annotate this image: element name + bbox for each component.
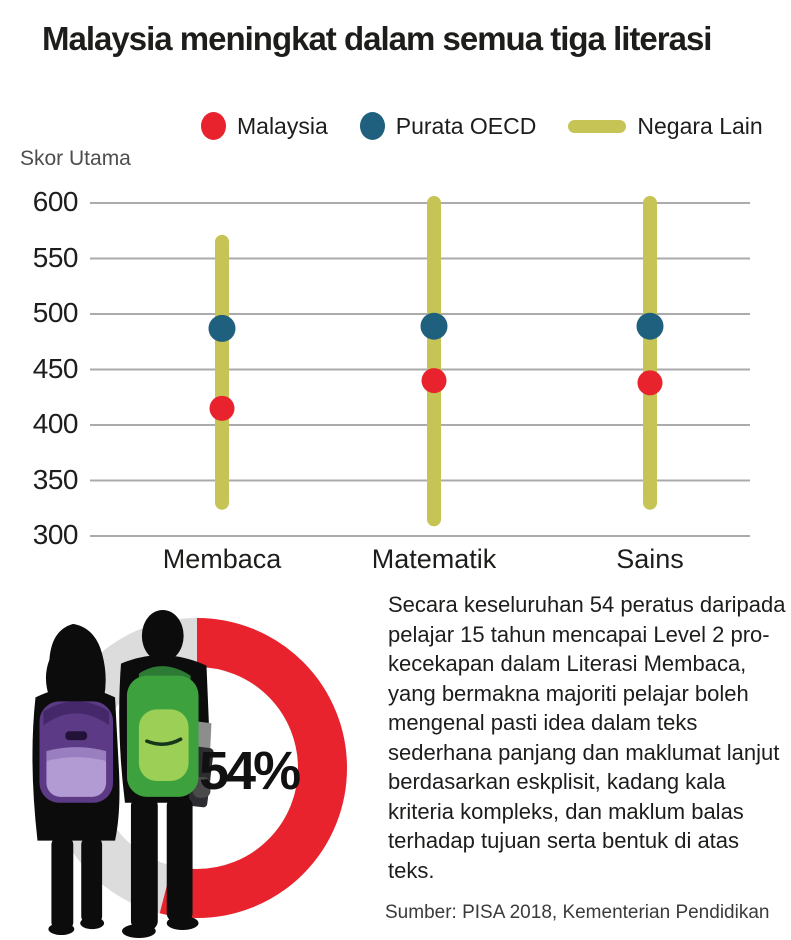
- category-label-sains: Sains: [616, 544, 684, 574]
- legend-label: Negara Lain: [637, 112, 763, 139]
- y-tick-label: 350: [32, 463, 79, 495]
- purple-backpack: [39, 701, 114, 803]
- legend-label: Malaysia: [237, 112, 328, 139]
- y-tick-label: 400: [32, 408, 79, 439]
- source-text: Sumber: PISA 2018, Kementerian Pendidika…: [385, 902, 770, 923]
- chart-legend: Malaysia Purata OECD Negara Lain: [201, 112, 763, 140]
- oecd-dot-icon: [359, 112, 385, 140]
- dot-purata-oecd-sains: [636, 312, 664, 340]
- category-label-membaca: Membaca: [162, 544, 282, 574]
- legend-label: Purata OECD: [395, 112, 537, 139]
- chart-title: Malaysia meningkat dalam semua tiga lite…: [42, 20, 712, 57]
- range-bar-icon: [568, 119, 627, 133]
- donut-value-arc: [47, 618, 347, 918]
- y-tick-label: 550: [32, 241, 79, 273]
- dot-malaysia-sains: [637, 370, 663, 396]
- legend-item-malaysia: Malaysia: [201, 112, 328, 140]
- malaysia-dot-icon: [201, 112, 226, 140]
- dot-purata-oecd-matematik: [420, 312, 448, 340]
- legend-item-negara-lain: Negara Lain: [568, 112, 763, 140]
- dot-purata-oecd-membaca: [208, 314, 236, 342]
- description-text: Secara keseluruhan 54 peratus daripada p…: [388, 592, 786, 883]
- female-student-silhouette: [32, 623, 120, 936]
- legend-item-purata-oecd: Purata OECD: [359, 112, 537, 140]
- students-illustration: [32, 609, 214, 939]
- dot-malaysia-matematik: [421, 368, 447, 394]
- y-tick-label: 500: [32, 297, 79, 328]
- male-student-silhouette: [119, 609, 214, 939]
- y-axis-title: Skor Utama: [20, 147, 131, 170]
- y-tick-label: 450: [32, 352, 79, 384]
- donut-percentage: 54%: [199, 741, 301, 801]
- y-tick-label: 300: [32, 519, 79, 550]
- y-tick-label: 600: [32, 186, 79, 217]
- green-backpack: [126, 666, 199, 797]
- dot-malaysia-membaca: [209, 395, 235, 421]
- category-label-matematik: Matematik: [371, 544, 497, 574]
